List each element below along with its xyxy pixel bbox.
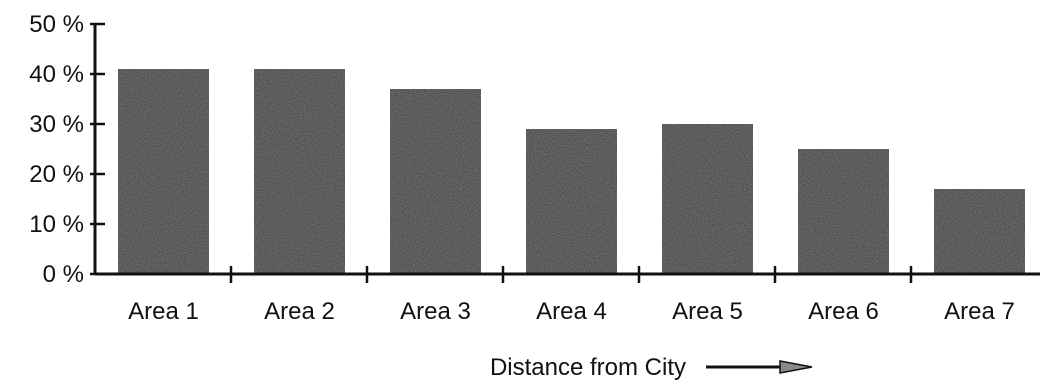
y-tick-label: 30 % (29, 111, 84, 138)
x-tick-label: Area 6 (808, 298, 879, 325)
x-tick-label: Area 5 (672, 298, 743, 325)
y-tick-label: 0 % (43, 261, 84, 288)
y-tick-label: 20 % (29, 161, 84, 188)
bar-area-4 (526, 129, 617, 274)
y-ticks (90, 22, 105, 276)
x-tick-label: Area 3 (400, 298, 471, 325)
bar-area-1 (118, 69, 209, 274)
arrow-icon (706, 360, 813, 374)
bar-area-5 (662, 124, 753, 274)
x-tick-label: Area 2 (264, 298, 335, 325)
x-tick-label: Area 7 (944, 298, 1015, 325)
x-tick-label: Area 4 (536, 298, 607, 325)
bars (118, 69, 1025, 274)
y-tick-label: 50 % (29, 11, 84, 38)
y-tick-labels: 0 % 10 % 20 % 30 % 40 % 50 % (29, 11, 84, 288)
x-axis-title: Distance from City (490, 354, 686, 381)
y-tick-label: 10 % (29, 211, 84, 238)
bar-area-3 (390, 89, 481, 274)
y-tick-label: 40 % (29, 61, 84, 88)
bar-area-2 (254, 69, 345, 274)
x-tick-label: Area 1 (128, 298, 199, 325)
bar-area-7 (934, 189, 1025, 274)
x-tick-labels: Area 1 Area 2 Area 3 Area 4 Area 5 Area 6 Area… (128, 298, 1015, 325)
bar-area-6 (798, 149, 889, 274)
